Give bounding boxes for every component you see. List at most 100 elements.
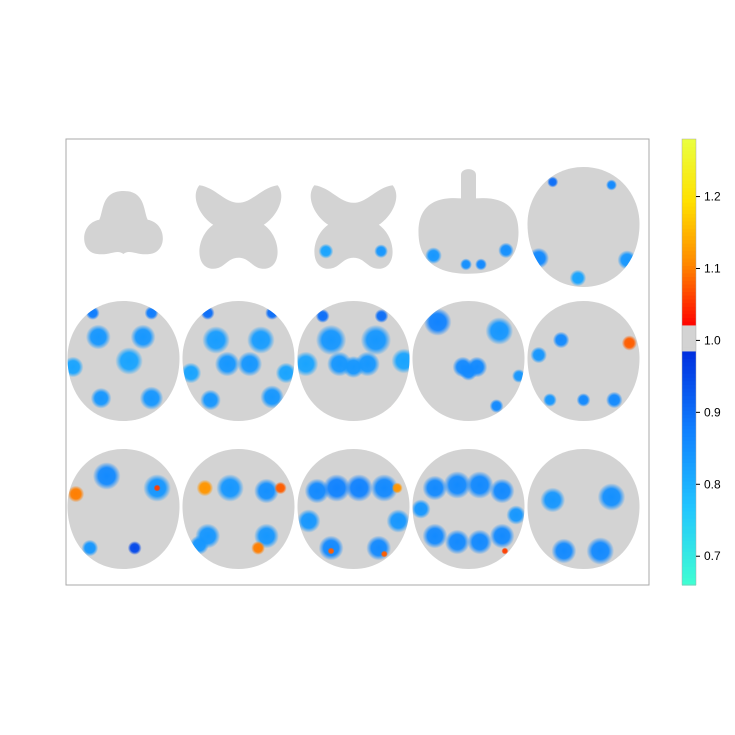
- colorbar-segment: [682, 291, 696, 296]
- colorbar-segment: [682, 153, 696, 159]
- colorbar-segment: [682, 321, 696, 326]
- colorbar-segment: [682, 246, 696, 252]
- activation-blob: [506, 505, 525, 525]
- colorbar-segment: [682, 466, 696, 471]
- activation-blob: [342, 355, 365, 379]
- colorbar-segment: [682, 220, 696, 226]
- activation-blob: [85, 324, 111, 350]
- colorbar-segment: [682, 176, 696, 181]
- activation-blob: [315, 324, 347, 356]
- colorbar-segment: [682, 440, 696, 445]
- colorbar-segment: [682, 183, 696, 188]
- colorbar-segment: [682, 384, 696, 389]
- colorbar-segment: [682, 235, 696, 240]
- brain-slice-13: [297, 449, 410, 569]
- activation-blob: [540, 487, 566, 513]
- colorbar-segment: [682, 399, 696, 404]
- panel-border: [65, 138, 650, 586]
- colorbar-segment: [682, 469, 696, 475]
- activation-blob: [374, 244, 388, 259]
- colorbar-segment: [682, 350, 696, 356]
- colorbar-segment: [682, 454, 696, 460]
- colorbar-segment: [682, 414, 696, 419]
- colorbar-segment: [682, 250, 696, 255]
- colorbar-segment: [682, 488, 696, 493]
- colorbar-segment: [682, 425, 696, 430]
- activation-blob: [327, 547, 335, 555]
- activation-blob: [297, 351, 319, 377]
- activation-blob: [530, 346, 547, 364]
- colorbar-segment: [682, 443, 696, 449]
- activation-blob: [153, 484, 161, 492]
- activation-blob: [489, 399, 504, 413]
- colorbar-tick-label: 0.9: [704, 405, 721, 419]
- activation-blob: [444, 529, 470, 555]
- colorbar-segment: [682, 365, 696, 371]
- colorbar-segment: [682, 518, 696, 523]
- colorbar-segment: [682, 555, 696, 560]
- brain-slice-12: [182, 449, 295, 569]
- activation-blob: [251, 541, 265, 555]
- colorbar-segment: [682, 332, 696, 337]
- colorbar-segment: [682, 139, 696, 144]
- activation-blob: [345, 474, 373, 502]
- colorbar-segment: [682, 165, 696, 170]
- activation-blob: [606, 391, 623, 409]
- colorbar-segment: [682, 295, 696, 300]
- activation-blob: [422, 475, 448, 501]
- activation-blob: [274, 481, 287, 495]
- activation-blob: [366, 535, 392, 561]
- brain-slice-3: [310, 185, 397, 269]
- activation-blob: [370, 474, 399, 502]
- colorbar-segment: [682, 202, 696, 207]
- colorbar-segment: [682, 477, 696, 482]
- colorbar-segment: [682, 272, 696, 278]
- colorbar-segment: [682, 194, 696, 200]
- colorbar-segment: [682, 484, 696, 489]
- slice-outline: [527, 301, 640, 421]
- colorbar-segment: [682, 354, 696, 359]
- colorbar-segment: [682, 276, 696, 281]
- colorbar-tick-label: 1.1: [704, 261, 721, 275]
- colorbar-segment: [682, 257, 696, 263]
- colorbar-segment: [682, 532, 696, 538]
- brain-slice-6: [67, 301, 180, 421]
- colorbar-segment: [682, 335, 696, 341]
- brain-slice-8: [297, 301, 410, 421]
- activation-blob: [551, 538, 577, 564]
- colorbar-segment: [682, 362, 696, 367]
- colorbar-tick-label: 1.0: [704, 333, 721, 347]
- activation-blob: [605, 179, 618, 191]
- colorbar-segment: [682, 191, 696, 196]
- colorbar-segment: [682, 313, 696, 318]
- activation-blob: [297, 509, 321, 533]
- activation-blob: [318, 243, 334, 259]
- activation-blob: [443, 471, 472, 499]
- colorbar-segment: [682, 358, 696, 363]
- activation-blob: [465, 471, 494, 499]
- activation-blob: [485, 317, 514, 345]
- colorbar-segment: [682, 388, 696, 393]
- activation-blob: [569, 269, 587, 287]
- colorbar-segment: [682, 577, 696, 582]
- brain-slice-7: [182, 301, 295, 421]
- activation-blob: [543, 393, 557, 407]
- colorbar-segment: [682, 239, 696, 244]
- colorbar-segment: [682, 570, 696, 575]
- activation-blob: [467, 529, 493, 555]
- colorbar-segment: [682, 495, 696, 501]
- colorbar-segment: [682, 402, 696, 408]
- colorbar-segment: [682, 540, 696, 545]
- colorbar-segment: [682, 506, 696, 512]
- colorbar-segment: [682, 503, 696, 508]
- brain-slice-15: [527, 449, 640, 569]
- colorbar-segment: [682, 428, 696, 434]
- colorbar-segment: [682, 566, 696, 571]
- activation-blob: [90, 387, 112, 409]
- colorbar-segment: [682, 205, 696, 211]
- activation-blob: [489, 478, 515, 504]
- colorbar-segment: [682, 547, 696, 553]
- activation-blob: [254, 478, 279, 504]
- activation-blob: [412, 499, 431, 519]
